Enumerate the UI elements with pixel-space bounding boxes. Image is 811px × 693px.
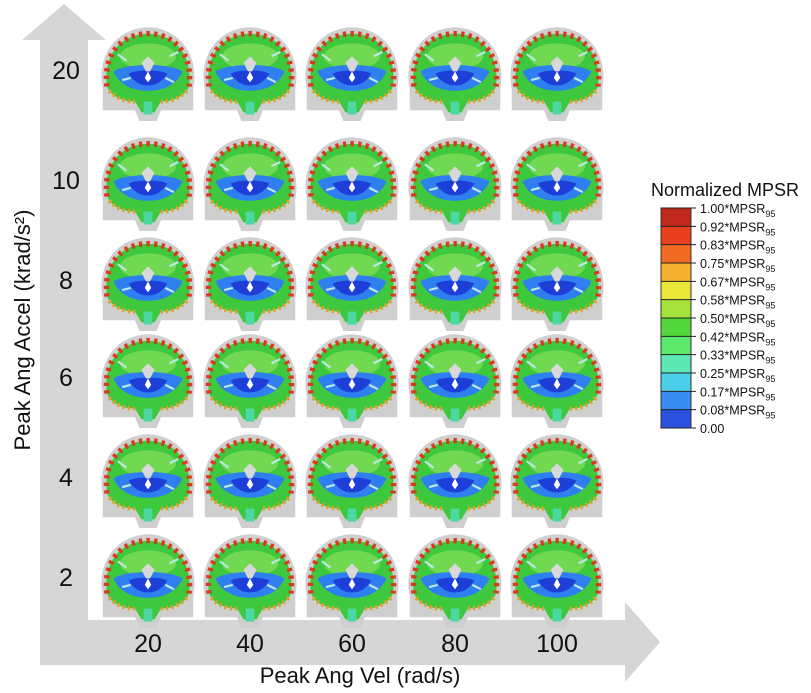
colorbar-label: 0.58*MPSR95 — [700, 294, 775, 311]
label-subscript: 95 — [765, 374, 775, 384]
colorbar-label: 0.67*MPSR95 — [700, 275, 775, 292]
colorbar-band — [661, 300, 691, 319]
label-text: 0.75*MPSR — [700, 257, 765, 271]
brain-image — [305, 237, 398, 331]
y-axis-label: Peak Ang Accel (krad/s²) — [10, 210, 35, 451]
label-text: 0.25*MPSR — [700, 367, 765, 381]
brain-image — [408, 434, 501, 528]
brain-image — [510, 237, 603, 331]
label-subscript: 95 — [765, 209, 775, 219]
brain-image — [408, 534, 501, 628]
label-text: 1.00*MPSR — [700, 202, 765, 216]
brain-image — [203, 27, 296, 121]
brain-image — [510, 434, 603, 528]
brain-image — [408, 27, 501, 121]
label-subscript: 95 — [765, 356, 775, 366]
brain-image — [305, 137, 398, 231]
brain-image — [305, 334, 398, 428]
colorbar-label: 1.00*MPSR95 — [700, 202, 775, 219]
brain-image — [203, 434, 296, 528]
brain-image — [101, 27, 194, 121]
brain-image — [408, 137, 501, 231]
colorbar-label: 0.50*MPSR95 — [700, 312, 775, 329]
brain-image — [305, 434, 398, 528]
colorbar-band — [661, 226, 691, 245]
colorbar-label: 0.83*MPSR95 — [700, 239, 775, 256]
brain-image — [203, 237, 296, 331]
label-subscript: 95 — [765, 264, 775, 274]
label-subscript: 95 — [765, 337, 775, 347]
colorbar-label: 0.25*MPSR95 — [700, 367, 775, 384]
row-label: 6 — [59, 364, 73, 392]
colorbar-band — [661, 318, 691, 337]
colorbar-label: 0.42*MPSR95 — [700, 330, 775, 347]
brain-image — [510, 27, 603, 121]
colorbar: 1.00*MPSR950.92*MPSR950.83*MPSR950.75*MP… — [661, 202, 775, 436]
brain-image — [510, 534, 603, 628]
colorbar-band — [661, 410, 691, 429]
column-label: 60 — [338, 630, 366, 658]
colorbar-band — [661, 245, 691, 264]
column-label: 80 — [441, 630, 469, 658]
colorbar-title: Normalized MPSR — [651, 180, 799, 200]
column-label: 20 — [134, 630, 162, 658]
colorbar-label: 0.75*MPSR95 — [700, 257, 775, 274]
label-subscript: 95 — [765, 282, 775, 292]
colorbar-band — [661, 336, 691, 355]
label-subscript: 95 — [765, 411, 775, 421]
brain-image — [408, 334, 501, 428]
colorbar-band — [661, 373, 691, 392]
label-text: 0.08*MPSR — [700, 404, 765, 418]
colorbar-band — [661, 355, 691, 374]
brain-image — [510, 137, 603, 231]
colorbar-label: 0.92*MPSR95 — [700, 220, 775, 237]
label-subscript: 95 — [765, 319, 775, 329]
label-text: 0.33*MPSR — [700, 349, 765, 363]
row-label: 2 — [59, 564, 73, 592]
row-label: 8 — [59, 267, 73, 295]
brain-image — [101, 434, 194, 528]
colorbar-band — [661, 391, 691, 410]
brain-image — [305, 534, 398, 628]
label-subscript: 95 — [765, 392, 775, 402]
brain-image — [203, 137, 296, 231]
brain-image — [408, 237, 501, 331]
row-label: 20 — [52, 57, 80, 85]
label-text: 0.42*MPSR — [700, 330, 765, 344]
brain-image — [101, 534, 194, 628]
colorbar-band — [661, 263, 691, 282]
colorbar-label: 0.08*MPSR95 — [700, 404, 775, 421]
row-label: 10 — [52, 167, 80, 195]
row-label: 4 — [59, 464, 73, 492]
label-text: 0.58*MPSR — [700, 294, 765, 308]
column-label: 40 — [236, 630, 264, 658]
brain-image — [101, 334, 194, 428]
brain-grid: 20 10 8 6 4 2 20 40 60 80 100 — [52, 27, 603, 658]
colorbar-band — [661, 281, 691, 300]
label-text: 0.83*MPSR — [700, 239, 765, 253]
colorbar-label: 0.17*MPSR95 — [700, 385, 775, 402]
label-text: 0.17*MPSR — [700, 385, 765, 399]
label-text: 0.67*MPSR — [700, 275, 765, 289]
brain-image — [101, 237, 194, 331]
brain-image — [203, 534, 296, 628]
colorbar-band — [661, 208, 691, 227]
colorbar-label: 0.00 — [700, 422, 724, 436]
figure: 20 10 8 6 4 2 20 40 60 80 100 Peak Ang Accel (krad… — [0, 0, 811, 693]
label-subscript: 95 — [765, 301, 775, 311]
brain-image — [203, 334, 296, 428]
column-label: 100 — [536, 630, 578, 658]
brain-image — [101, 137, 194, 231]
label-text: 0.00 — [700, 422, 724, 436]
brain-image — [305, 27, 398, 121]
label-subscript: 95 — [765, 246, 775, 256]
label-text: 0.50*MPSR — [700, 312, 765, 326]
colorbar-label: 0.33*MPSR95 — [700, 349, 775, 366]
brain-image — [510, 334, 603, 428]
label-subscript: 95 — [765, 227, 775, 237]
label-text: 0.92*MPSR — [700, 220, 765, 234]
x-axis-label: Peak Ang Vel (rad/s) — [260, 663, 461, 688]
